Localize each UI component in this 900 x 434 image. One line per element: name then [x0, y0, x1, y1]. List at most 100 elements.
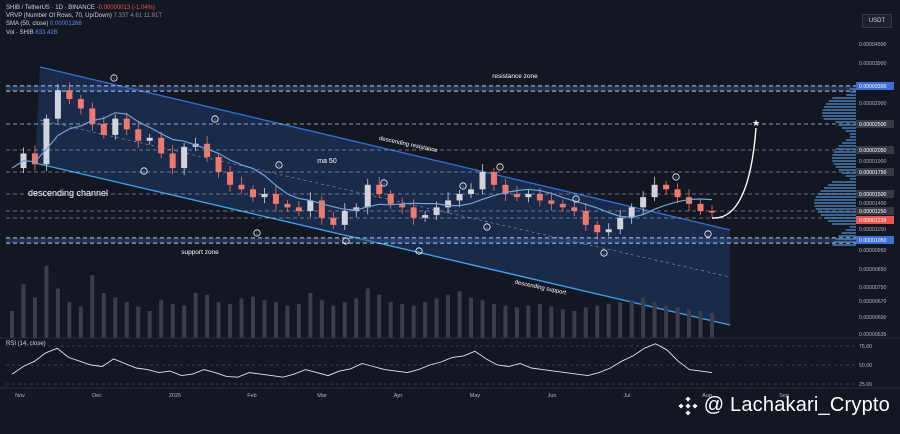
volume-profile-bar: [822, 112, 856, 114]
candle-body: [559, 203, 566, 208]
candle-body: [399, 203, 406, 208]
time-axis-label: Dec: [92, 393, 102, 399]
price-tag: [856, 168, 894, 176]
sma-value: 0.00001266: [50, 21, 82, 28]
arrow-down-icon: ↓: [256, 231, 258, 236]
vol-value: 833.42B: [35, 29, 58, 36]
candle-body: [674, 189, 681, 198]
annotation-resistance-zone: resistance zone: [492, 73, 538, 80]
candle-body: [525, 194, 532, 198]
volume-bar: [710, 312, 714, 338]
arrow-down-icon: ↓: [707, 232, 709, 237]
volume-bar: [331, 305, 336, 338]
price-tag-label: 0.00001500: [859, 192, 887, 198]
quote-currency-badge[interactable]: USDT: [862, 14, 892, 28]
pivot-marker-icon: [704, 230, 712, 238]
price-tick-label: 0.00001400: [859, 201, 887, 207]
candle-body: [376, 184, 383, 194]
volume-bar: [400, 303, 405, 338]
candle-body: [410, 207, 417, 218]
volume-profile-bar: [828, 100, 856, 102]
candle-body: [353, 207, 360, 211]
volume-bar: [32, 297, 37, 338]
volume-bar: [78, 306, 83, 338]
candle-body: [284, 203, 291, 208]
arrow-up-icon: ↑: [575, 197, 577, 202]
volume-bar: [250, 296, 255, 338]
arrow-up-icon: ↑: [214, 117, 216, 122]
volume-profile-bar: [842, 142, 856, 144]
volume-profile-bar: [833, 151, 856, 153]
arrow-down-icon: ↓: [143, 169, 145, 174]
pivot-marker-icon: [483, 223, 491, 231]
candle-body: [502, 184, 509, 194]
volume-profile-bar: [849, 178, 856, 180]
time-axis-label: Apr: [394, 393, 403, 399]
pivot-marker-icon: [572, 195, 580, 203]
candle-body: [651, 184, 658, 198]
volume-bar: [136, 306, 141, 338]
candle-body: [318, 200, 325, 218]
sma-label: SMA (50, close): [6, 21, 49, 28]
volume-bar: [572, 311, 577, 338]
volume-profile-bar: [849, 133, 856, 135]
volume-profile-bar: [845, 130, 856, 132]
volume-profile-bar: [845, 175, 856, 177]
price-tag: [856, 207, 894, 215]
pivot-marker-icon: [415, 247, 423, 255]
candle-body: [617, 217, 624, 230]
candle-body: [582, 211, 589, 225]
volume-profile-bar: [838, 145, 856, 147]
price-tick-label: 0.00000600: [859, 315, 887, 321]
volume-bar: [434, 298, 439, 338]
time-axis-label: Jun: [548, 393, 557, 399]
rsi-tick-label: 50.00: [859, 363, 872, 369]
volume-profile-bar: [823, 106, 856, 108]
candle-body: [215, 156, 222, 172]
volume-bar: [446, 294, 451, 338]
watermark-text: @ Lachakari_Crypto: [703, 394, 890, 416]
candle-body: [146, 137, 153, 141]
candle-body: [135, 129, 142, 141]
volume-profile-bar: [835, 238, 856, 240]
candle-body: [66, 90, 73, 100]
volume-profile: [814, 88, 856, 246]
arrow-up-icon: ↑: [462, 184, 464, 189]
projection-arrow: [711, 127, 757, 219]
volume-profile-bar: [832, 160, 856, 162]
price-tag-label: 0.00003300: [859, 84, 887, 90]
vol-label: Vol · SHIB: [6, 29, 34, 36]
time-axis-label: Nov: [15, 393, 25, 399]
candle-body: [605, 229, 612, 233]
arrow-down-icon: ↓: [345, 239, 347, 244]
volume-profile-bar: [820, 214, 856, 216]
price-tick-label: 0.00002900: [859, 101, 887, 107]
price-tag: [856, 216, 894, 224]
volume-profile-bar: [838, 124, 856, 126]
candle-body: [548, 200, 555, 204]
volume-bar: [514, 307, 519, 338]
price-tag-label: 0.00001239: [859, 218, 887, 224]
candle-body: [697, 203, 704, 211]
binance-logo-icon: [678, 395, 698, 416]
support-zone-band: [6, 238, 856, 243]
rsi-label: RSI (14, close): [6, 341, 46, 347]
volume-profile-bar: [835, 148, 856, 150]
price-tick-label: 0.00003900: [859, 61, 887, 67]
volume-profile-bar: [822, 115, 856, 117]
volume-bar: [262, 300, 267, 338]
volume-bar: [583, 307, 588, 338]
volume-bar: [675, 307, 680, 338]
candle-body: [709, 211, 715, 213]
volume-profile-bar: [815, 196, 856, 198]
candle-body: [640, 197, 647, 208]
volume-bar: [44, 266, 49, 338]
volume-bar: [526, 305, 531, 338]
volume-bar: [124, 302, 129, 338]
time-axis-label: 2025: [169, 393, 181, 399]
candle-body: [89, 108, 96, 124]
pivot-marker-icon: [140, 167, 148, 175]
price-tick-label: 0.00000950: [859, 248, 887, 254]
volume-profile-bar: [827, 220, 856, 222]
